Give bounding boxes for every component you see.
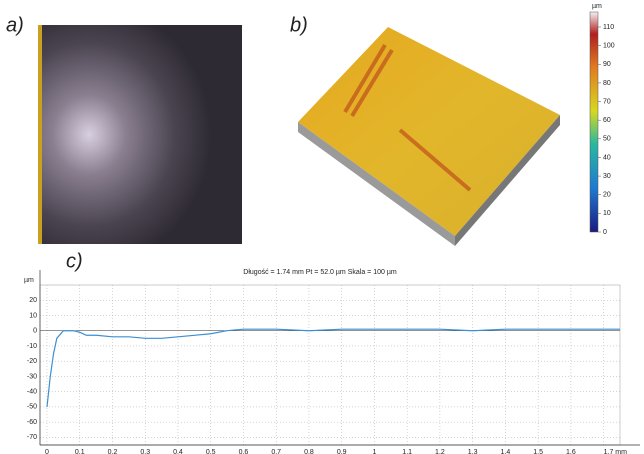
x-tick-label: 0.7 bbox=[271, 449, 281, 454]
x-tick-label: 0.1 bbox=[75, 449, 85, 454]
y-tick-label: -40 bbox=[27, 389, 37, 396]
x-tick-label: 0.4 bbox=[173, 449, 183, 454]
profile-line bbox=[47, 329, 620, 407]
x-tick-label: 0.6 bbox=[239, 449, 249, 454]
colorbar-tick-label: 30 bbox=[603, 173, 611, 180]
micrograph bbox=[38, 25, 242, 244]
x-tick-label: 0 bbox=[45, 449, 49, 454]
colorbar-tick-label: 60 bbox=[603, 117, 611, 124]
x-tick-label: 1.6 bbox=[566, 449, 576, 454]
x-tick-label: 0.9 bbox=[337, 449, 347, 454]
chart-title: Długość = 1.74 mm Pt = 52.0 µm Skala = 1… bbox=[243, 269, 397, 276]
x-tick-label: 1.4 bbox=[501, 449, 511, 454]
colorbar-tick-label: 80 bbox=[603, 80, 611, 87]
x-tick-label: 1.2 bbox=[435, 449, 445, 454]
panel-label: a) bbox=[6, 14, 24, 36]
page: a) b) µm c) Długość = 1.74 mm Pt = 52.0 … bbox=[0, 0, 644, 454]
colorbar-unit: µm bbox=[592, 3, 602, 10]
y-tick-label: -20 bbox=[27, 358, 37, 365]
colorbar-tick-label: 70 bbox=[603, 98, 611, 105]
panel-label: c) bbox=[66, 250, 83, 272]
figure: a) b) µm c) Długość = 1.74 mm Pt = 52.0 … bbox=[0, 0, 644, 454]
x-tick-label: 1 bbox=[372, 449, 376, 454]
y-tick-label: -60 bbox=[27, 419, 37, 426]
y-tick-label: 10 bbox=[29, 312, 37, 319]
colorbar-tick-label: 0 bbox=[603, 229, 607, 236]
x-tick-label: 0.5 bbox=[206, 449, 216, 454]
edge bbox=[38, 25, 42, 244]
y-tick-label: 0 bbox=[33, 328, 37, 335]
colorbar-tick-label: 10 bbox=[603, 210, 611, 217]
x-tick-label: 0.2 bbox=[108, 449, 118, 454]
colorbar-tick-label: 40 bbox=[603, 154, 611, 161]
y-tick-label: -50 bbox=[27, 404, 37, 411]
colorbar bbox=[590, 12, 598, 232]
surface-3d bbox=[298, 27, 560, 236]
y-tick-label: 20 bbox=[29, 297, 37, 304]
y-tick-label: -70 bbox=[27, 434, 37, 441]
y-tick-label: -30 bbox=[27, 373, 37, 380]
x-tick-label: 0.8 bbox=[304, 449, 314, 454]
colorbar-tick-label: 20 bbox=[603, 192, 611, 199]
x-tick-label: 1.5 bbox=[533, 449, 543, 454]
x-tick-label: 1.1 bbox=[402, 449, 412, 454]
colorbar-tick-label: 90 bbox=[603, 61, 611, 68]
y-tick-label: -10 bbox=[27, 343, 37, 350]
y-axis-label: µm bbox=[24, 277, 34, 284]
x-tick-label: 1.3 bbox=[468, 449, 478, 454]
colorbar-tick-label: 50 bbox=[603, 136, 611, 143]
colorbar-tick-label: 100 bbox=[603, 42, 615, 49]
panel-label: b) bbox=[290, 14, 308, 36]
colorbar-tick-label: 110 bbox=[603, 24, 614, 31]
plot-frame bbox=[40, 285, 620, 445]
x-tick-label: 0.3 bbox=[140, 449, 150, 454]
x-tick-label: 1.7 mm bbox=[604, 449, 628, 454]
